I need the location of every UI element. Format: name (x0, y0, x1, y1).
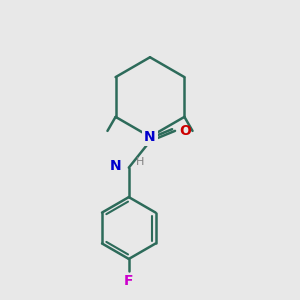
Text: N: N (110, 159, 122, 173)
Text: F: F (124, 274, 134, 288)
Text: H: H (136, 158, 144, 167)
Text: O: O (179, 124, 191, 138)
Text: N: N (144, 130, 156, 144)
